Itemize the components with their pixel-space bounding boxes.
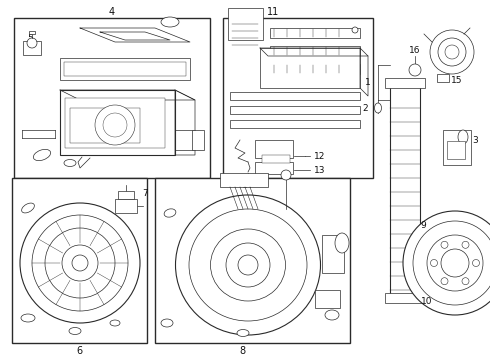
Bar — [322, 235, 344, 273]
Circle shape — [438, 38, 466, 66]
Bar — [223, 18, 373, 178]
Bar — [64, 62, 186, 76]
Ellipse shape — [21, 314, 35, 322]
Circle shape — [409, 64, 421, 76]
Circle shape — [403, 211, 490, 315]
Bar — [230, 92, 360, 100]
Text: 5: 5 — [27, 33, 33, 42]
Bar — [60, 90, 175, 155]
Bar — [385, 293, 425, 303]
Bar — [443, 130, 471, 165]
Text: 4: 4 — [109, 7, 115, 17]
Circle shape — [20, 203, 140, 323]
Bar — [228, 8, 263, 40]
Bar — [29, 31, 35, 34]
Bar — [23, 41, 41, 55]
Ellipse shape — [374, 103, 382, 113]
Text: 1: 1 — [365, 77, 371, 86]
Ellipse shape — [161, 319, 173, 327]
Circle shape — [472, 260, 480, 266]
Bar — [315, 290, 340, 308]
Bar — [118, 191, 134, 199]
Circle shape — [352, 27, 358, 33]
Bar — [155, 178, 350, 343]
Circle shape — [103, 113, 127, 137]
Circle shape — [32, 215, 128, 311]
Ellipse shape — [237, 329, 249, 337]
Circle shape — [462, 241, 469, 248]
Text: 15: 15 — [451, 76, 463, 85]
Text: 7: 7 — [142, 189, 148, 198]
Ellipse shape — [164, 209, 176, 217]
Bar — [270, 28, 360, 38]
Bar — [447, 141, 465, 159]
Ellipse shape — [110, 320, 120, 326]
Ellipse shape — [189, 209, 307, 321]
Ellipse shape — [325, 310, 339, 320]
Text: 3: 3 — [472, 135, 478, 144]
Circle shape — [413, 221, 490, 305]
Circle shape — [226, 243, 270, 287]
Bar — [65, 98, 165, 148]
Text: 9: 9 — [420, 220, 426, 230]
Text: 16: 16 — [409, 45, 421, 54]
Text: 11: 11 — [267, 7, 279, 17]
Circle shape — [95, 105, 135, 145]
Bar — [385, 78, 425, 88]
Bar — [60, 58, 190, 80]
Circle shape — [45, 228, 115, 298]
Bar — [437, 74, 449, 82]
Text: 13: 13 — [314, 166, 326, 175]
Circle shape — [430, 30, 474, 74]
Ellipse shape — [33, 149, 50, 161]
Circle shape — [427, 235, 483, 291]
Circle shape — [445, 45, 459, 59]
Bar — [230, 120, 360, 128]
Circle shape — [441, 241, 448, 248]
Bar — [270, 64, 360, 74]
Ellipse shape — [335, 233, 349, 253]
Bar — [115, 199, 137, 213]
Text: 10: 10 — [421, 297, 433, 306]
Bar — [255, 162, 293, 174]
Circle shape — [72, 255, 88, 271]
Ellipse shape — [211, 229, 286, 301]
Circle shape — [441, 249, 469, 277]
Circle shape — [238, 255, 258, 275]
Ellipse shape — [161, 17, 179, 27]
Bar — [230, 106, 360, 114]
Text: 6: 6 — [76, 346, 82, 356]
Bar — [390, 83, 420, 298]
Bar — [270, 46, 360, 56]
Ellipse shape — [69, 328, 81, 334]
Text: 8: 8 — [240, 346, 245, 356]
Bar — [220, 173, 268, 187]
Ellipse shape — [22, 203, 34, 213]
Ellipse shape — [458, 130, 468, 144]
Bar — [260, 48, 360, 88]
Circle shape — [27, 38, 37, 48]
Circle shape — [62, 245, 98, 281]
Bar — [70, 108, 140, 143]
Bar — [255, 140, 293, 158]
Bar — [12, 178, 147, 343]
Circle shape — [462, 278, 469, 285]
Text: 12: 12 — [314, 152, 326, 161]
Bar — [420, 271, 438, 293]
Bar — [262, 155, 290, 163]
Bar — [14, 18, 210, 178]
Ellipse shape — [64, 159, 76, 166]
Text: 2: 2 — [362, 104, 368, 112]
Circle shape — [441, 278, 448, 285]
Bar — [192, 130, 204, 150]
Ellipse shape — [175, 195, 320, 335]
Circle shape — [431, 260, 438, 266]
Circle shape — [281, 170, 291, 180]
Text: 14: 14 — [243, 180, 254, 189]
